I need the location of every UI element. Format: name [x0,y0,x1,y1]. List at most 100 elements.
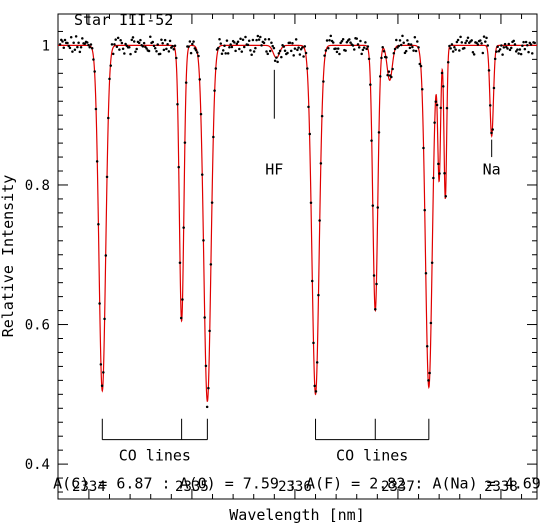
data-point [95,160,99,163]
data-point [172,47,176,51]
data-point [294,38,298,41]
x-tick-label: 2335 [175,479,209,495]
data-point [490,131,493,135]
data-point [510,46,513,50]
data-point [349,41,352,44]
fit-curve-group [58,44,537,403]
data-point [529,43,533,46]
data-point [365,47,368,51]
data-point [424,271,428,275]
data-point [266,52,269,56]
data-point [229,43,232,46]
data-point [69,36,73,39]
data-point [476,43,480,46]
data-point [522,40,525,44]
data-point [423,208,426,212]
data-point [145,47,148,50]
data-point [105,175,109,179]
data-point [226,52,230,55]
data-point [257,38,261,41]
data-point [289,49,293,53]
data-point [264,38,267,41]
data-point [495,50,498,53]
data-point [491,128,494,131]
plot-frame [57,13,538,500]
data-point [103,317,106,321]
data-point [107,116,110,120]
data-point [219,42,223,45]
data-point [484,40,487,43]
data-point [129,52,132,56]
data-point [104,254,108,257]
data-point [230,45,234,49]
data-point [77,41,80,45]
data-point [259,35,262,39]
data-point [166,42,169,46]
data-point [132,40,136,43]
data-point [488,104,492,107]
data-point [500,44,503,47]
data-point [141,45,145,48]
data-point [81,37,84,40]
data-point [460,41,464,44]
data-point [480,42,483,45]
y-tick-label: 0.4 [25,457,50,473]
data-point [485,36,488,40]
data-point [156,43,159,46]
data-point [344,49,347,52]
data-point [214,67,218,70]
data-point [393,47,397,51]
y-tick-label: 1 [42,38,50,54]
data-point [118,48,121,51]
data-point [249,49,252,52]
data-point [422,146,425,150]
data-point [61,40,64,43]
data-point [199,112,203,116]
data-point [392,51,396,55]
data-point [375,282,378,286]
data-point [334,47,337,50]
data-point [380,56,383,60]
data-point [516,48,519,51]
data-point [223,44,226,48]
data-point [168,39,172,43]
data-point [328,38,331,42]
data-point [115,45,119,48]
data-point [193,47,197,50]
data-point [517,52,520,55]
data-point [218,38,221,41]
data-point [161,42,164,45]
data-point [418,62,422,66]
data-point [86,41,89,44]
data-point [210,201,214,204]
data-point [202,239,205,242]
data-point [276,60,279,64]
data-point [121,47,125,50]
x-axis-label: Wavelength [nm] [229,506,364,524]
data-point [512,39,515,43]
data-point [124,42,127,46]
data-point [401,34,404,38]
data-point [386,73,389,77]
data-point [361,48,365,52]
data-point [270,41,273,45]
data-point [456,38,460,42]
data-point [419,64,423,68]
data-point [325,39,329,42]
data-point [481,51,485,55]
data-point [175,56,178,60]
data-point [244,35,247,39]
data-point [67,44,70,48]
data-point [228,46,231,49]
data-point [519,52,523,56]
data-point [429,321,433,325]
data-point [116,36,120,40]
data-point [371,204,375,207]
x-tick-label: 2338 [484,479,518,495]
data-point [445,106,449,110]
data-point [482,35,486,38]
data-point [74,35,78,38]
annotations-group: HF Na CO lines CO lines [101,69,501,465]
data-point [486,44,490,47]
data-point [518,48,522,51]
